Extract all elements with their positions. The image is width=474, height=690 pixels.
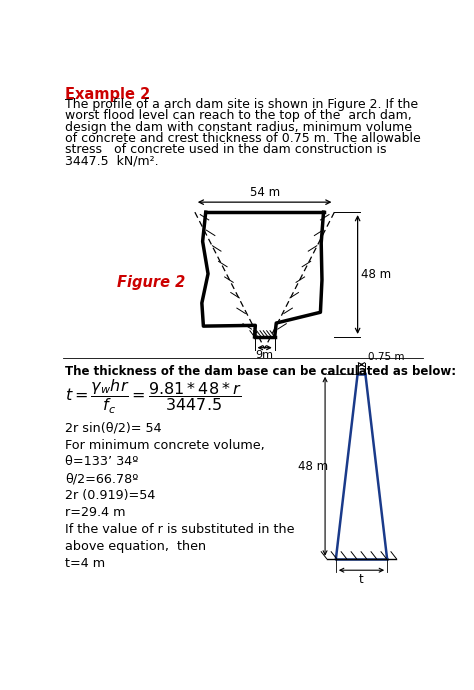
- Text: stress   of concrete used in the dam construction is: stress of concrete used in the dam const…: [65, 143, 387, 156]
- Text: Example 2: Example 2: [65, 87, 151, 101]
- Text: The thickness of the dam base can be calculated as below:: The thickness of the dam base can be cal…: [65, 364, 456, 377]
- Text: Figure 2: Figure 2: [118, 275, 186, 290]
- Text: If the value of r is substituted in the: If the value of r is substituted in the: [65, 523, 295, 536]
- Text: of concrete and crest thickness of 0.75 m. The allowable: of concrete and crest thickness of 0.75 …: [65, 132, 421, 145]
- Text: t: t: [359, 573, 364, 586]
- Text: 48 m: 48 m: [361, 268, 391, 281]
- Text: above equation,  then: above equation, then: [65, 540, 207, 553]
- Text: r=29.4 m: r=29.4 m: [65, 506, 126, 520]
- Text: θ/2=66.78º: θ/2=66.78º: [65, 473, 139, 486]
- Text: worst flood level can reach to the top of the  arch dam,: worst flood level can reach to the top o…: [65, 109, 412, 122]
- Text: 2r sin(θ/2)= 54: 2r sin(θ/2)= 54: [65, 422, 162, 435]
- Text: 9m: 9m: [255, 350, 273, 360]
- Text: 0.75 m: 0.75 m: [368, 353, 405, 362]
- Text: 2r (0.919)=54: 2r (0.919)=54: [65, 489, 156, 502]
- Text: The profile of a arch dam site is shown in Figure 2. If the: The profile of a arch dam site is shown …: [65, 98, 419, 111]
- Text: 48 m: 48 m: [298, 460, 328, 473]
- Text: design the dam with constant radius, minimum volume: design the dam with constant radius, min…: [65, 121, 412, 134]
- Text: t=4 m: t=4 m: [65, 557, 106, 570]
- Text: θ=133’ 34º: θ=133’ 34º: [65, 455, 139, 469]
- Text: 3447.5  kN/m².: 3447.5 kN/m².: [65, 154, 159, 167]
- Text: For minimum concrete volume,: For minimum concrete volume,: [65, 439, 265, 451]
- Text: $t = \dfrac{\gamma_w hr}{f_c} = \dfrac{9.81 * 48 * r}{3447.5}$: $t = \dfrac{\gamma_w hr}{f_c} = \dfrac{9…: [65, 377, 242, 415]
- Text: 54 m: 54 m: [250, 186, 280, 199]
